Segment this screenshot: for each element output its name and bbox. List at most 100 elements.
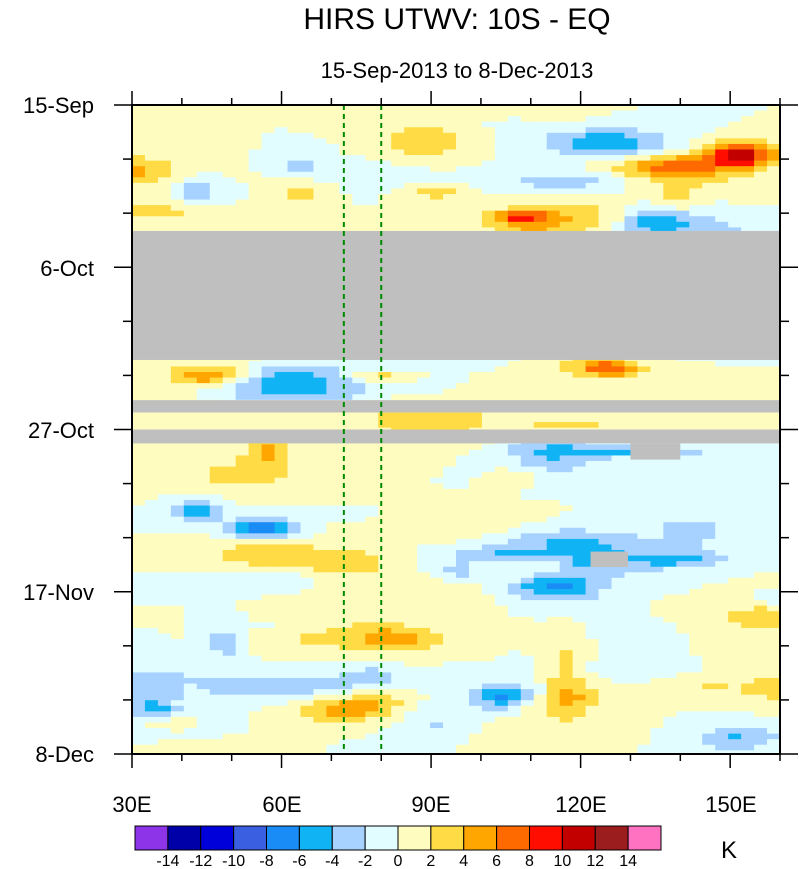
field-cell	[481, 538, 496, 546]
field-cell	[572, 177, 587, 184]
field-cell	[443, 383, 457, 390]
field-cell	[637, 544, 651, 551]
field-cell	[352, 694, 366, 701]
field-cell	[170, 383, 185, 390]
field-cell	[300, 689, 315, 696]
field-cell	[287, 444, 302, 451]
field-cell	[391, 533, 405, 540]
field-cell	[481, 372, 496, 379]
field-cell	[585, 388, 600, 395]
field-cell	[157, 533, 172, 540]
field-cell	[157, 644, 172, 651]
field-cell	[546, 194, 561, 201]
field-cell	[468, 733, 483, 740]
field-cell	[494, 711, 509, 718]
field-cell	[559, 633, 574, 640]
field-cell	[507, 505, 522, 512]
field-cell	[611, 132, 626, 139]
field-cell	[546, 505, 561, 512]
field-cell	[443, 594, 457, 601]
field-cell	[352, 550, 366, 557]
field-cell	[624, 583, 639, 590]
field-cell	[132, 121, 146, 128]
field-cell	[481, 177, 496, 184]
field-cell	[417, 360, 431, 368]
field-cell	[235, 711, 250, 718]
field-cell	[404, 138, 418, 145]
field-cell	[468, 227, 483, 234]
field-cell	[352, 383, 366, 390]
field-cell	[300, 650, 315, 657]
field-cell	[624, 555, 639, 562]
field-cell	[326, 199, 340, 206]
field-cell	[132, 194, 146, 201]
field-cell	[274, 588, 289, 596]
field-cell	[274, 499, 289, 507]
field-cell	[676, 110, 690, 117]
field-cell	[676, 143, 690, 151]
field-cell	[417, 472, 431, 479]
field-cell	[339, 750, 353, 754]
field-cell	[132, 616, 146, 623]
field-cell	[650, 616, 664, 623]
field-cell	[650, 182, 664, 190]
field-cell	[404, 711, 418, 718]
field-cell	[650, 155, 664, 162]
field-cell	[650, 577, 664, 584]
field-cell	[481, 461, 496, 468]
field-cell	[494, 216, 509, 223]
field-cell	[326, 377, 340, 384]
field-cell	[456, 733, 470, 740]
field-cell	[507, 227, 522, 234]
field-cell	[456, 622, 470, 629]
field-cell	[404, 210, 418, 217]
field-cell	[170, 700, 185, 707]
field-cell	[222, 639, 237, 646]
field-cell	[404, 677, 418, 685]
field-cell	[378, 605, 392, 612]
field-cell	[456, 127, 470, 134]
field-cell	[481, 722, 496, 729]
field-cell	[144, 444, 159, 451]
field-cell	[261, 499, 276, 507]
field-cell	[546, 105, 561, 112]
field-cell	[663, 566, 677, 573]
field-cell	[183, 605, 198, 612]
field-cell	[637, 505, 651, 512]
field-cell	[339, 132, 353, 139]
field-cell	[132, 588, 146, 596]
field-cell	[637, 705, 651, 712]
field-cell	[520, 611, 535, 618]
field-cell	[456, 750, 470, 754]
field-cell	[313, 511, 327, 518]
field-cell	[417, 488, 431, 495]
field-cell	[585, 566, 600, 573]
field-cell	[456, 722, 470, 729]
field-cell	[572, 633, 587, 640]
field-cell	[287, 644, 302, 651]
field-cell	[378, 705, 392, 712]
field-cell	[637, 516, 651, 523]
field-cell	[494, 466, 509, 473]
field-cell	[443, 633, 457, 640]
field-cell	[507, 655, 522, 662]
field-cell	[546, 455, 561, 462]
field-cell	[559, 149, 574, 156]
field-cell	[157, 210, 172, 217]
field-cell	[468, 683, 483, 690]
field-cell	[170, 210, 185, 217]
field-cell	[520, 588, 535, 596]
field-cell	[196, 461, 211, 468]
field-cell	[559, 689, 574, 696]
field-cell	[235, 466, 250, 473]
field-cell	[352, 205, 366, 212]
field-cell	[365, 572, 379, 579]
field-cell	[132, 388, 146, 395]
field-cell	[663, 477, 677, 484]
field-cell	[144, 188, 159, 195]
field-cell	[404, 522, 418, 529]
field-cell	[572, 394, 587, 401]
field-cell	[132, 166, 146, 173]
field-cell	[352, 372, 366, 379]
field-cell	[546, 655, 561, 662]
